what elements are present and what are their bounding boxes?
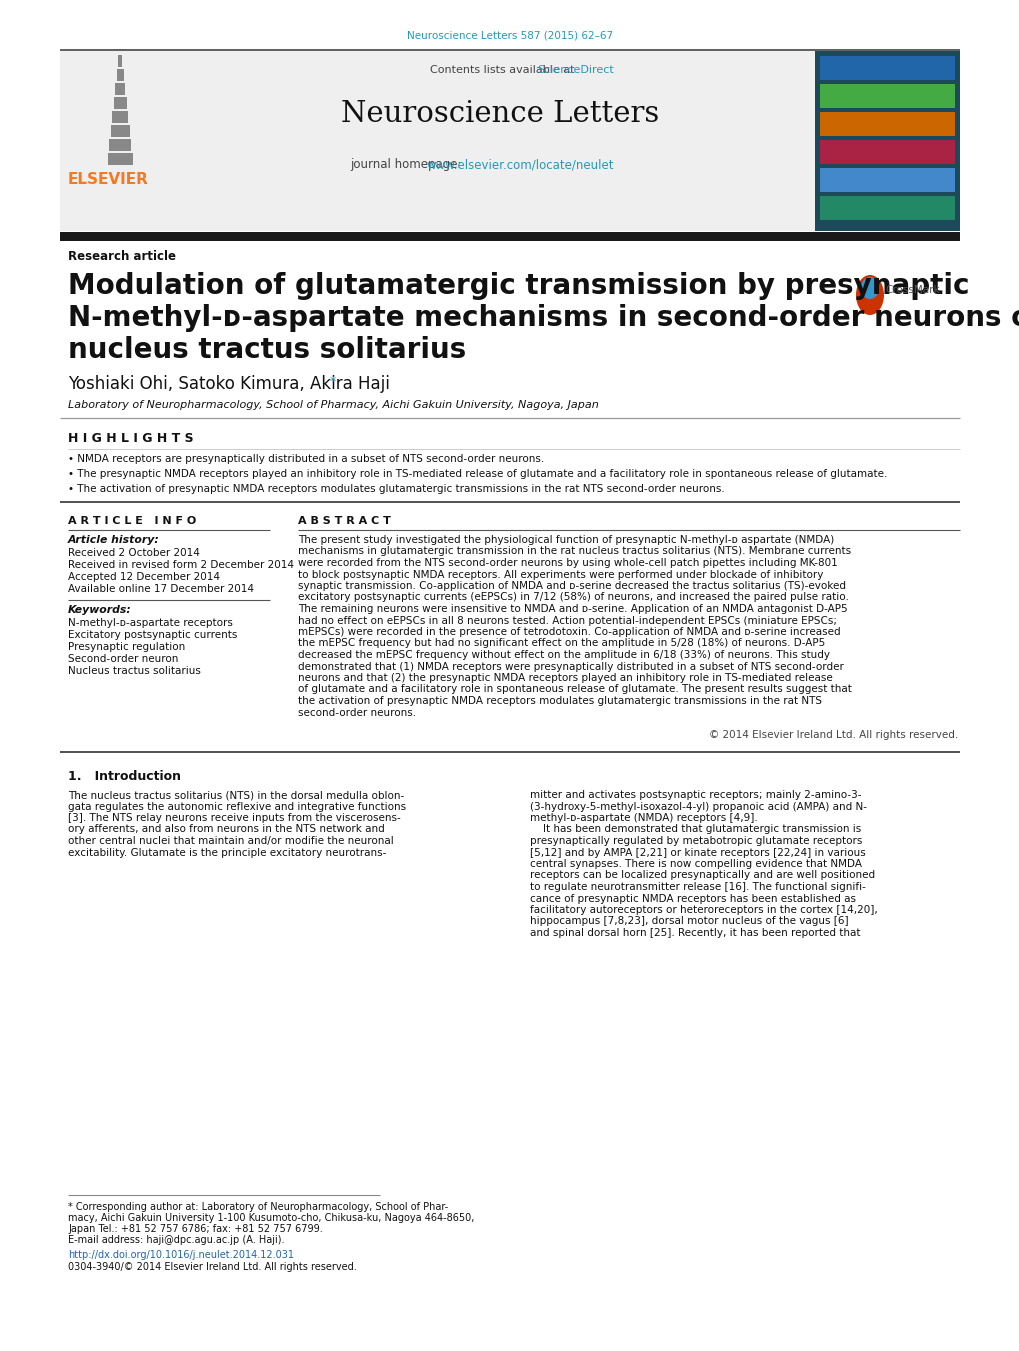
Text: N-methyl-ᴅ-aspartate receptors: N-methyl-ᴅ-aspartate receptors — [68, 617, 232, 628]
Text: CrossMark: CrossMark — [884, 285, 938, 295]
Text: Nucleus tractus solitarius: Nucleus tractus solitarius — [68, 666, 201, 676]
Bar — [108, 153, 132, 165]
Bar — [114, 97, 127, 109]
Text: Received 2 October 2014: Received 2 October 2014 — [68, 549, 200, 558]
Bar — [60, 232, 959, 240]
Bar — [819, 84, 954, 108]
Text: [3]. The NTS relay neurons receive inputs from the viscerosens-: [3]. The NTS relay neurons receive input… — [68, 813, 400, 823]
Text: Presynaptic regulation: Presynaptic regulation — [68, 642, 185, 653]
Text: Yoshiaki Ohi, Satoko Kimura, Akira Haji: Yoshiaki Ohi, Satoko Kimura, Akira Haji — [68, 376, 389, 393]
Text: A R T I C L E   I N F O: A R T I C L E I N F O — [68, 516, 196, 526]
Text: synaptic transmission. Co-application of NMDA and ᴅ-serine decreased the tractus: synaptic transmission. Co-application of… — [298, 581, 845, 590]
Text: journal homepage:: journal homepage: — [350, 158, 465, 172]
Text: other central nuclei that maintain and/or modifie the neuronal: other central nuclei that maintain and/o… — [68, 836, 393, 846]
Text: nucleus tractus solitarius: nucleus tractus solitarius — [68, 336, 466, 363]
Bar — [819, 55, 954, 80]
Text: to regulate neurotransmitter release [16]. The functional signifi-: to regulate neurotransmitter release [16… — [530, 882, 865, 892]
Text: mechanisms in glutamatergic transmission in the rat nucleus tractus solitarius (: mechanisms in glutamatergic transmission… — [298, 547, 850, 557]
Text: the activation of presynaptic NMDA receptors modulates glutamatergic transmissio: the activation of presynaptic NMDA recep… — [298, 696, 821, 707]
Bar — [112, 111, 127, 123]
Text: Excitatory postsynaptic currents: Excitatory postsynaptic currents — [68, 630, 237, 640]
Text: and spinal dorsal horn [25]. Recently, it has been reported that: and spinal dorsal horn [25]. Recently, i… — [530, 928, 860, 938]
Text: 0304-3940/© 2014 Elsevier Ireland Ltd. All rights reserved.: 0304-3940/© 2014 Elsevier Ireland Ltd. A… — [68, 1262, 357, 1273]
Text: to block postsynaptic NMDA receptors. All experiments were performed under block: to block postsynaptic NMDA receptors. Al… — [298, 570, 822, 580]
Bar — [117, 69, 124, 81]
Text: © 2014 Elsevier Ireland Ltd. All rights reserved.: © 2014 Elsevier Ireland Ltd. All rights … — [708, 730, 957, 740]
Text: methyl-ᴅ-aspartate (NMDA) receptors [4,9].: methyl-ᴅ-aspartate (NMDA) receptors [4,9… — [530, 813, 757, 823]
Text: 1.   Introduction: 1. Introduction — [68, 770, 180, 784]
Text: had no effect on eEPSCs in all 8 neurons tested. Action potential-independent EP: had no effect on eEPSCs in all 8 neurons… — [298, 616, 837, 626]
Text: http://dx.doi.org/10.1016/j.neulet.2014.12.031: http://dx.doi.org/10.1016/j.neulet.2014.… — [68, 1250, 293, 1260]
Text: The nucleus tractus solitarius (NTS) in the dorsal medulla oblon-: The nucleus tractus solitarius (NTS) in … — [68, 790, 404, 800]
Text: of glutamate and a facilitatory role in spontaneous release of glutamate. The pr: of glutamate and a facilitatory role in … — [298, 685, 851, 694]
Text: presynaptically regulated by metabotropic glutamate receptors: presynaptically regulated by metabotropi… — [530, 836, 861, 846]
Text: were recorded from the NTS second-order neurons by using whole-cell patch pipett: were recorded from the NTS second-order … — [298, 558, 837, 567]
Text: receptors can be localized presynaptically and are well positioned: receptors can be localized presynaptical… — [530, 870, 874, 881]
Ellipse shape — [860, 277, 878, 299]
Bar — [819, 196, 954, 220]
Text: neurons and that (2) the presynaptic NMDA receptors played an inhibitory role in: neurons and that (2) the presynaptic NMD… — [298, 673, 832, 684]
Text: (3-hydroxy-5-methyl-isoxazol-4-yl) propanoic acid (AMPA) and N-: (3-hydroxy-5-methyl-isoxazol-4-yl) propa… — [530, 801, 866, 812]
Text: E-mail address: haji@dpc.agu.ac.jp (A. Haji).: E-mail address: haji@dpc.agu.ac.jp (A. H… — [68, 1235, 284, 1246]
Bar — [819, 141, 954, 163]
Text: Available online 17 December 2014: Available online 17 December 2014 — [68, 584, 254, 594]
Text: Accepted 12 December 2014: Accepted 12 December 2014 — [68, 571, 220, 582]
Text: Laboratory of Neuropharmacology, School of Pharmacy, Aichi Gakuin University, Na: Laboratory of Neuropharmacology, School … — [68, 400, 598, 409]
Text: Japan Tel.: +81 52 757 6786; fax: +81 52 757 6799.: Japan Tel.: +81 52 757 6786; fax: +81 52… — [68, 1224, 322, 1233]
Text: mitter and activates postsynaptic receptors; mainly 2-amino-3-: mitter and activates postsynaptic recept… — [530, 790, 861, 800]
Text: The remaining neurons were insensitive to NMDA and ᴅ-serine. Application of an N: The remaining neurons were insensitive t… — [298, 604, 847, 613]
Text: Contents lists available at: Contents lists available at — [430, 65, 578, 76]
Text: Second-order neuron: Second-order neuron — [68, 654, 178, 663]
Text: • NMDA receptors are presynaptically distributed in a subset of NTS second-order: • NMDA receptors are presynaptically dis… — [68, 454, 544, 463]
Text: H I G H L I G H T S: H I G H L I G H T S — [68, 432, 194, 444]
Text: A B S T R A C T: A B S T R A C T — [298, 516, 390, 526]
Text: Article history:: Article history: — [68, 535, 160, 544]
Text: www.elsevier.com/locate/neulet: www.elsevier.com/locate/neulet — [426, 158, 613, 172]
Text: *: * — [330, 376, 336, 388]
Text: ELSEVIER: ELSEVIER — [68, 172, 149, 186]
Bar — [814, 51, 959, 231]
Text: ory afferents, and also from neurons in the NTS network and: ory afferents, and also from neurons in … — [68, 824, 384, 835]
Bar — [819, 112, 954, 136]
Text: mEPSCs) were recorded in the presence of tetrodotoxin. Co-application of NMDA an: mEPSCs) were recorded in the presence of… — [298, 627, 840, 638]
Text: Modulation of glutamatergic transmission by presynaptic: Modulation of glutamatergic transmission… — [68, 272, 968, 300]
Text: [5,12] and by AMPA [2,21] or kinate receptors [22,24] in various: [5,12] and by AMPA [2,21] or kinate rece… — [530, 847, 865, 858]
Text: cance of presynaptic NMDA receptors has been established as: cance of presynaptic NMDA receptors has … — [530, 893, 855, 904]
Bar — [115, 82, 125, 95]
Text: ScienceDirect: ScienceDirect — [537, 65, 613, 76]
Text: demonstrated that (1) NMDA receptors were presynaptically distributed in a subse: demonstrated that (1) NMDA receptors wer… — [298, 662, 843, 671]
Text: N-methyl-ᴅ-aspartate mechanisms in second-order neurons of the rat: N-methyl-ᴅ-aspartate mechanisms in secon… — [68, 304, 1019, 332]
Bar — [118, 55, 122, 68]
Ellipse shape — [855, 276, 883, 315]
Bar — [819, 168, 954, 192]
Text: gata regulates the autonomic reflexive and integrative functions: gata regulates the autonomic reflexive a… — [68, 801, 406, 812]
Text: decreased the mEPSC frequency without effect on the amplitude in 6/18 (33%) of n: decreased the mEPSC frequency without ef… — [298, 650, 829, 661]
Text: Neuroscience Letters: Neuroscience Letters — [340, 100, 658, 128]
Bar — [111, 126, 129, 136]
Text: central synapses. There is now compelling evidence that NMDA: central synapses. There is now compellin… — [530, 859, 861, 869]
Text: • The presynaptic NMDA receptors played an inhibitory role in TS-mediated releas: • The presynaptic NMDA receptors played … — [68, 469, 887, 480]
Text: Neuroscience Letters 587 (2015) 62–67: Neuroscience Letters 587 (2015) 62–67 — [407, 30, 612, 41]
Bar — [109, 139, 130, 151]
Text: • The activation of presynaptic NMDA receptors modulates glutamatergic transmiss: • The activation of presynaptic NMDA rec… — [68, 484, 725, 494]
Text: facilitatory autoreceptors or heteroreceptors in the cortex [14,20],: facilitatory autoreceptors or heterorece… — [530, 905, 877, 915]
Text: second-order neurons.: second-order neurons. — [298, 708, 416, 717]
Text: macy, Aichi Gakuin University 1-100 Kusumoto-cho, Chikusa-ku, Nagoya 464-8650,: macy, Aichi Gakuin University 1-100 Kusu… — [68, 1213, 474, 1223]
Text: hippocampus [7,8,23], dorsal motor nucleus of the vagus [6]: hippocampus [7,8,23], dorsal motor nucle… — [530, 916, 848, 927]
Text: the mEPSC frequency but had no significant effect on the amplitude in 5/28 (18%): the mEPSC frequency but had no significa… — [298, 639, 824, 648]
Bar — [62, 51, 247, 182]
Text: excitability. Glutamate is the principle excitatory neurotrans-: excitability. Glutamate is the principle… — [68, 847, 386, 858]
Text: * Corresponding author at: Laboratory of Neuropharmacology, School of Phar-: * Corresponding author at: Laboratory of… — [68, 1202, 447, 1212]
Text: The present study investigated the physiological function of presynaptic N-methy: The present study investigated the physi… — [298, 535, 834, 544]
Text: Research article: Research article — [68, 250, 176, 263]
Text: Received in revised form 2 December 2014: Received in revised form 2 December 2014 — [68, 561, 293, 570]
Text: excitatory postsynaptic currents (eEPSCs) in 7/12 (58%) of neurons, and increase: excitatory postsynaptic currents (eEPSCs… — [298, 593, 848, 603]
Text: Keywords:: Keywords: — [68, 605, 131, 615]
Text: It has been demonstrated that glutamatergic transmission is: It has been demonstrated that glutamater… — [530, 824, 860, 835]
Bar — [60, 51, 814, 231]
